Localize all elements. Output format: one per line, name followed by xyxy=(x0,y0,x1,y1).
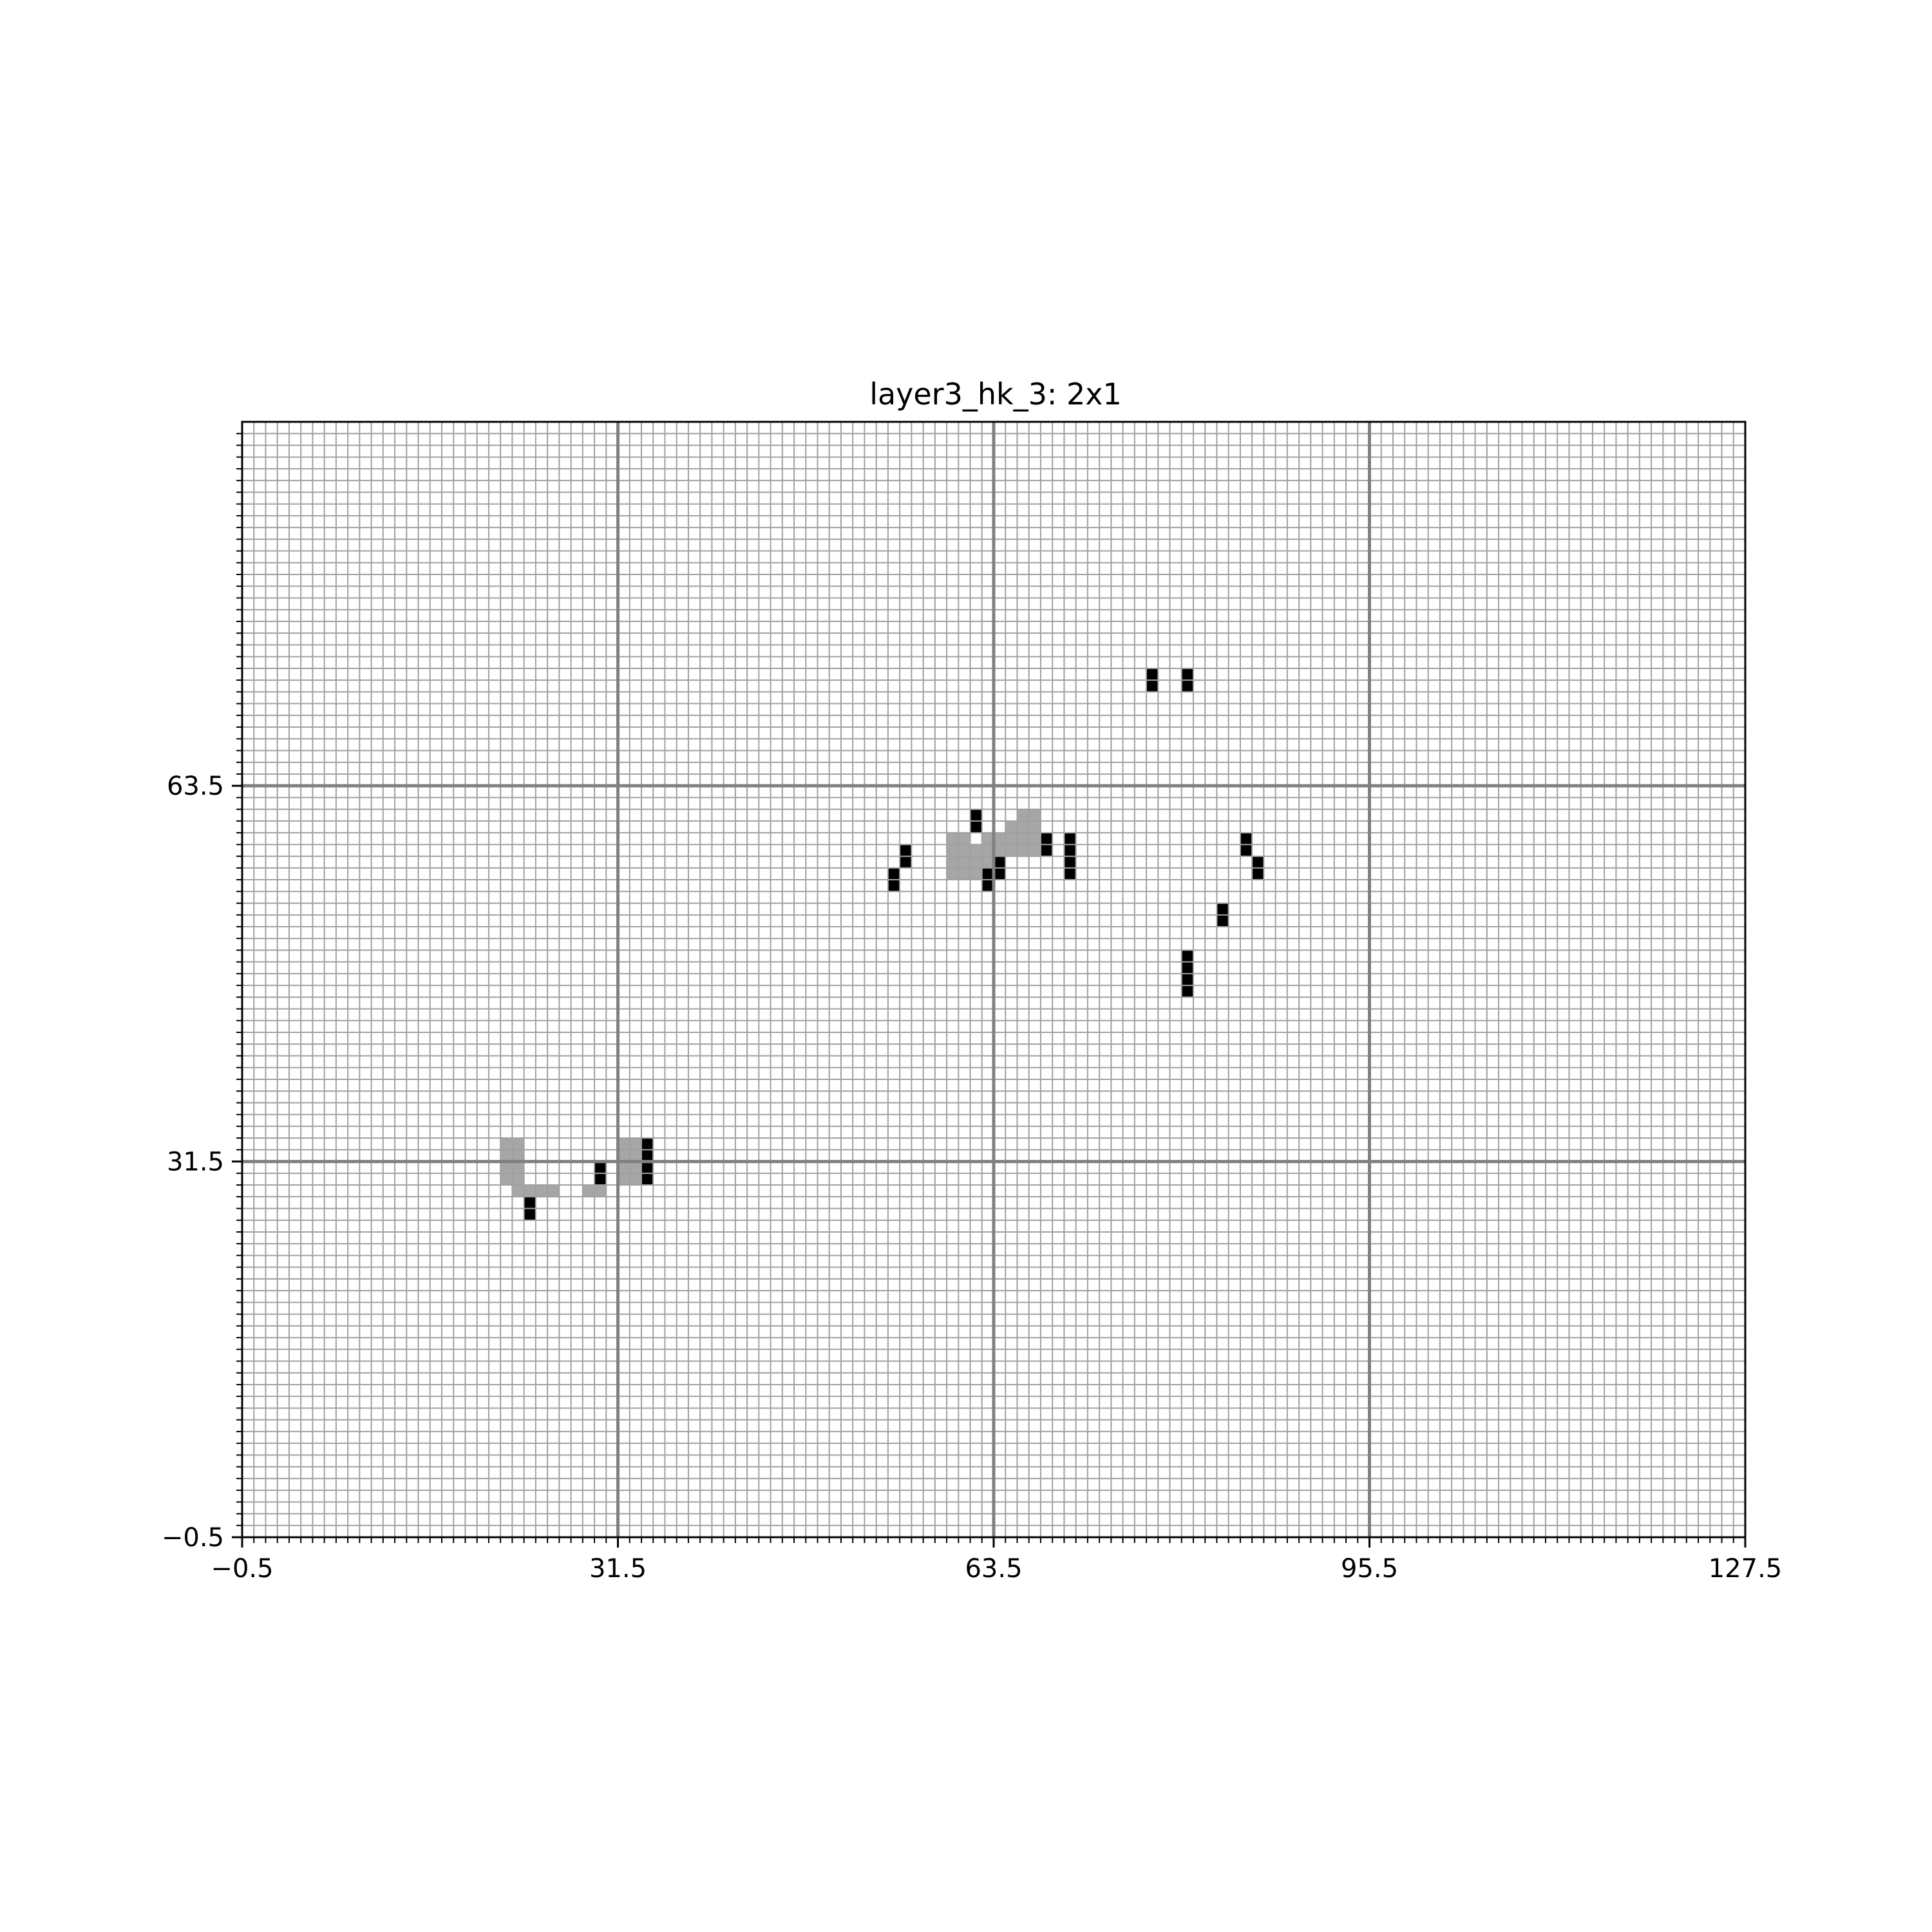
context-cell xyxy=(512,1138,524,1150)
context-cell xyxy=(994,844,1006,857)
context-cell xyxy=(1017,820,1029,833)
x-tick-label: 31.5 xyxy=(589,1554,647,1584)
active-cell xyxy=(641,1138,654,1150)
active-cell xyxy=(994,867,1006,880)
context-cell xyxy=(618,1150,630,1162)
active-cell xyxy=(1181,985,1193,998)
active-cell xyxy=(1252,856,1264,868)
context-cell xyxy=(1017,809,1029,821)
context-cell xyxy=(512,1150,524,1162)
context-cell xyxy=(981,833,994,845)
context-cell xyxy=(994,833,1006,845)
active-cell xyxy=(981,880,994,892)
active-cell xyxy=(900,844,912,857)
active-cell xyxy=(970,809,982,821)
y-tick-label: 31.5 xyxy=(167,1148,224,1177)
active-cell xyxy=(887,867,900,880)
y-tick-label: −0.5 xyxy=(162,1523,224,1553)
context-cell xyxy=(1028,820,1041,833)
active-cell xyxy=(1181,668,1193,681)
active-cell xyxy=(1146,668,1159,681)
active-cell xyxy=(1181,961,1193,974)
active-cell xyxy=(594,1161,607,1173)
active-cell xyxy=(1146,680,1159,692)
context-cell xyxy=(618,1173,630,1186)
active-cell xyxy=(1217,903,1229,915)
active-cell xyxy=(994,856,1006,868)
active-cell xyxy=(524,1208,536,1220)
context-cell xyxy=(512,1185,524,1197)
context-cell xyxy=(970,856,982,868)
context-cell xyxy=(500,1138,513,1150)
context-cell xyxy=(629,1161,641,1173)
context-cell xyxy=(947,867,959,880)
chart-title: layer3_hk_3: 2x1 xyxy=(869,377,1122,412)
active-cell xyxy=(1040,844,1053,857)
context-cell xyxy=(1017,833,1029,845)
context-cell xyxy=(618,1138,630,1150)
context-cell xyxy=(1005,844,1018,857)
context-cell xyxy=(958,856,971,868)
active-cell xyxy=(887,880,900,892)
active-cell xyxy=(641,1161,654,1173)
x-tick-label: 127.5 xyxy=(1709,1554,1783,1584)
active-cell xyxy=(1064,867,1076,880)
context-cell xyxy=(1005,820,1018,833)
plot-area: −0.5 31.5 63.5 95.5 127.5 −0.5 31.5 63.5 xyxy=(162,421,1783,1584)
context-cell xyxy=(1005,833,1018,845)
active-cell xyxy=(1240,844,1253,857)
active-cell xyxy=(1064,833,1076,845)
context-cell xyxy=(970,844,982,857)
active-cell xyxy=(1252,867,1264,880)
active-cell xyxy=(900,856,912,868)
active-cell xyxy=(1040,833,1053,845)
active-cell xyxy=(1217,914,1229,927)
context-cell xyxy=(947,844,959,857)
context-cell xyxy=(500,1161,513,1173)
context-cell xyxy=(947,833,959,845)
context-cell xyxy=(1028,844,1041,857)
context-cell xyxy=(981,844,994,857)
context-cell xyxy=(512,1173,524,1186)
context-cell xyxy=(629,1138,641,1150)
context-cell xyxy=(981,856,994,868)
context-cell xyxy=(1028,833,1041,845)
active-cell xyxy=(1240,833,1253,845)
active-cell xyxy=(970,820,982,833)
context-cell xyxy=(535,1185,548,1197)
context-cell xyxy=(582,1185,595,1197)
active-cell xyxy=(1181,973,1193,986)
context-cell xyxy=(629,1173,641,1186)
context-cell xyxy=(594,1185,607,1197)
context-cell xyxy=(524,1185,536,1197)
context-cell xyxy=(618,1161,630,1173)
active-cell xyxy=(641,1173,654,1186)
active-cell xyxy=(1181,950,1193,962)
active-cell xyxy=(594,1173,607,1186)
active-cell xyxy=(981,867,994,880)
x-tick-label: −0.5 xyxy=(211,1554,273,1584)
active-cell xyxy=(1064,844,1076,857)
active-cell xyxy=(524,1197,536,1209)
context-cell xyxy=(1017,844,1029,857)
y-tick-label: 63.5 xyxy=(167,772,224,801)
context-cell xyxy=(970,867,982,880)
active-cell xyxy=(1181,680,1193,692)
context-cell xyxy=(958,844,971,857)
context-cell xyxy=(1028,809,1041,821)
active-cell xyxy=(1064,856,1076,868)
x-tick-label: 63.5 xyxy=(965,1554,1022,1584)
context-cell xyxy=(629,1150,641,1162)
context-cell xyxy=(958,833,971,845)
context-cell xyxy=(500,1150,513,1162)
context-cell xyxy=(512,1161,524,1173)
context-cell xyxy=(958,867,971,880)
active-cell xyxy=(641,1150,654,1162)
context-cell xyxy=(947,856,959,868)
context-cell xyxy=(547,1185,560,1197)
x-tick-label: 95.5 xyxy=(1341,1554,1398,1584)
context-cell xyxy=(500,1173,513,1186)
